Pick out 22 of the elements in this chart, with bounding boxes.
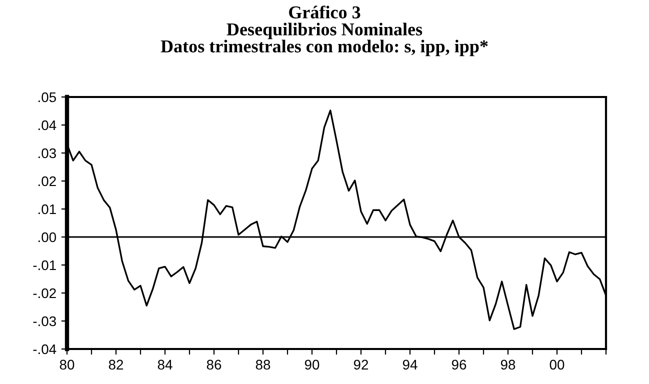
x-tick-label: 82 [108,360,124,370]
y-tick-label: .00 [38,232,56,242]
x-tick-label: 80 [60,360,74,370]
y-tick-label: .02 [38,176,56,186]
y-tick-label: .04 [38,120,56,130]
x-tick-label: 92 [354,360,368,370]
x-tick-label: 94 [402,360,418,370]
x-tick-label: 88 [256,360,270,370]
y-tick-label: .03 [38,148,56,158]
y-tick-label: -.01 [33,260,56,270]
x-tick-label: 96 [452,360,466,370]
chart-title: Gráfico 3 Desequilibrios Nominales Datos trimestrales con modelo: s, ipp, ipp* [160,6,488,56]
x-tick-label: 90 [304,360,320,370]
y-tick-label: -.03 [33,316,56,326]
x-tick-label: 98 [500,360,516,370]
y-tick-label: -.02 [33,288,56,298]
x-tick-label: 84 [158,360,172,370]
y-tick-label: .01 [38,204,56,214]
y-tick-label: .05 [38,92,56,102]
y-tick-label: -.04 [33,344,56,354]
x-tick-label: 00 [550,360,564,370]
x-tick-label: 86 [206,360,222,370]
